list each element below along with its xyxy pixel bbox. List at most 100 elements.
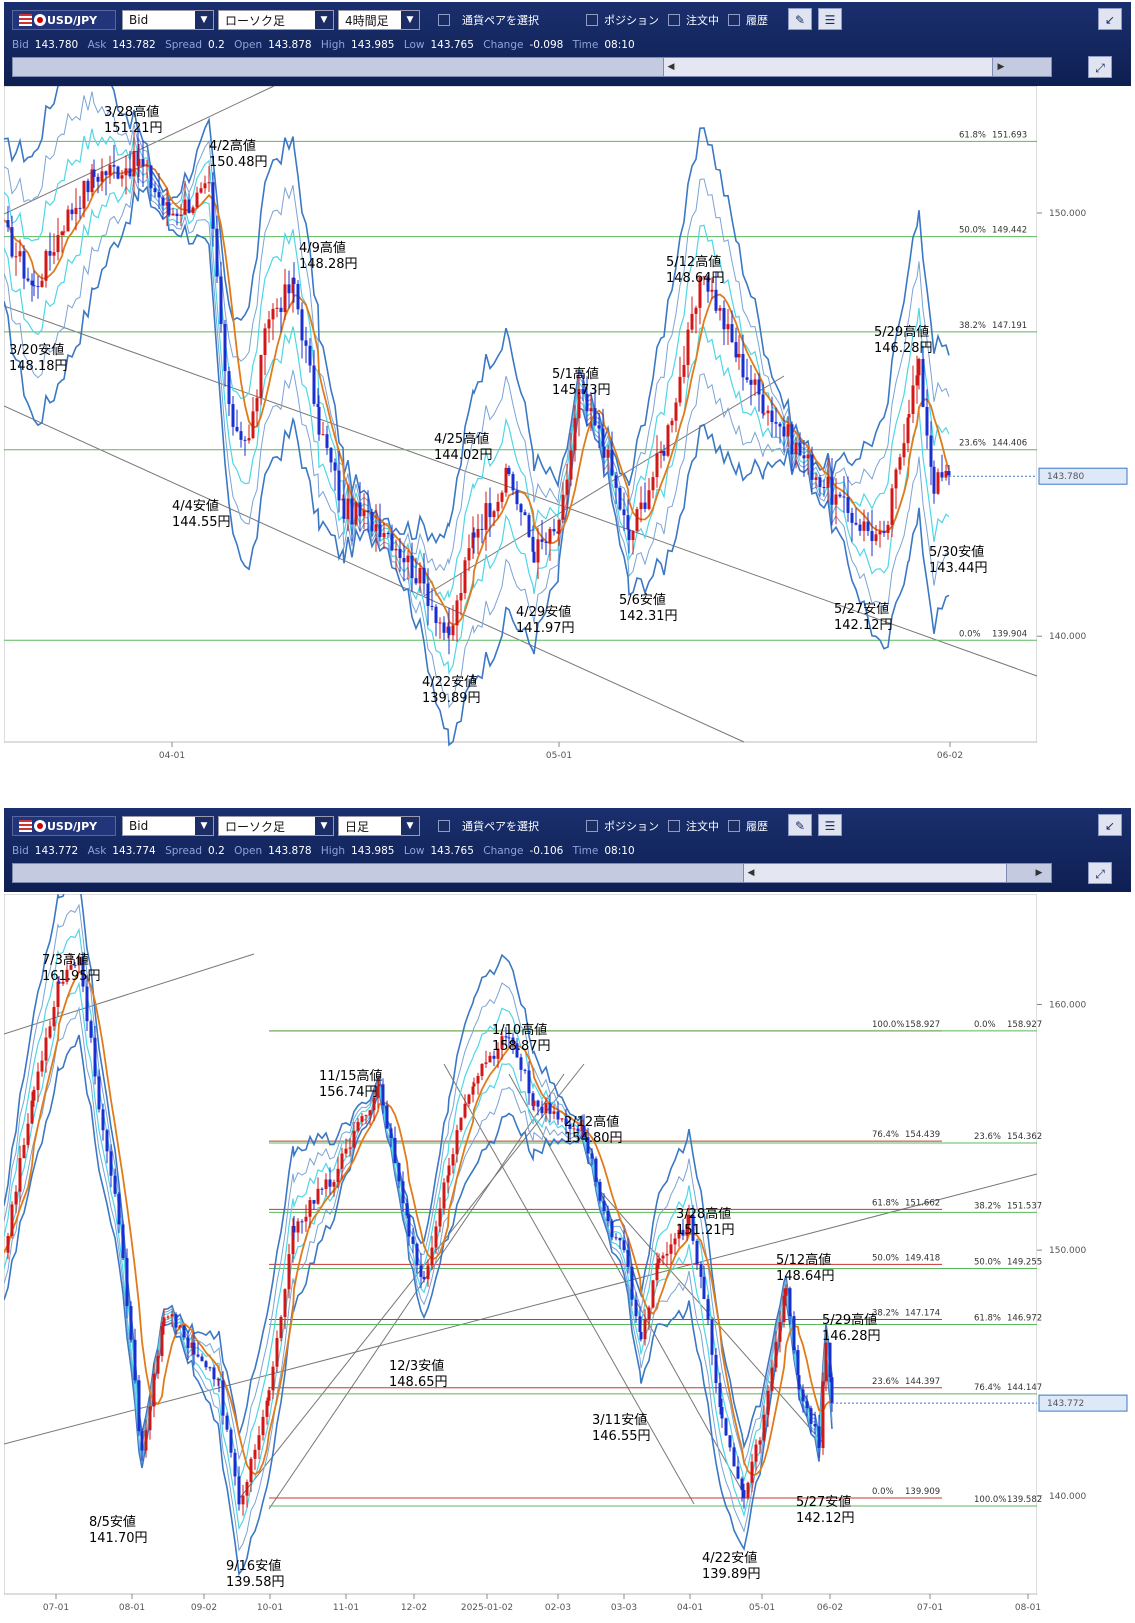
- annotation-price: 148.64円: [776, 1269, 835, 1284]
- candle-body: [798, 442, 802, 456]
- candle-body: [647, 490, 651, 509]
- candle-body: [149, 165, 153, 189]
- position-checkbox[interactable]: [586, 14, 598, 26]
- candle-body: [382, 533, 386, 538]
- candle-body: [354, 502, 358, 525]
- candle-body: [128, 168, 132, 177]
- drawing-tool-button[interactable]: ✎: [788, 8, 812, 30]
- candle-body: [569, 450, 573, 480]
- candle-body: [838, 494, 842, 497]
- timeframe-select[interactable]: 4時間足 ▼: [338, 10, 420, 30]
- candle-body: [316, 1188, 320, 1204]
- candle-body: [842, 496, 846, 498]
- candle-body: [90, 169, 94, 193]
- history-checkbox[interactable]: [728, 820, 740, 832]
- zoom-button[interactable]: ⤢: [1088, 56, 1112, 78]
- candle-body: [806, 454, 810, 459]
- candle-body: [6, 1236, 10, 1253]
- navigator-scrollbar[interactable]: ◀ ▶: [12, 57, 1052, 77]
- candle-body: [826, 476, 830, 488]
- candle-body: [581, 388, 585, 394]
- candle-body: [312, 365, 316, 404]
- candle-body: [192, 1342, 196, 1355]
- orders-checkbox[interactable]: [668, 14, 680, 26]
- pair-select-checkbox[interactable]: [438, 14, 450, 26]
- list-icon: ☰: [824, 819, 836, 833]
- candle-body: [279, 1316, 283, 1338]
- fibonacci-value-label: 154.362: [1007, 1132, 1042, 1142]
- candle-body: [724, 1418, 728, 1436]
- candle-body: [536, 1100, 540, 1107]
- candle-body: [828, 1342, 832, 1378]
- price-chart[interactable]: 150.000 140.000 04-01 05-01 06-02 61.8% 151.69…: [4, 86, 1131, 768]
- candle-body: [476, 528, 480, 538]
- navigator-window[interactable]: [663, 58, 993, 76]
- candle-body: [101, 1109, 105, 1131]
- settings-list-button[interactable]: ☰: [818, 8, 842, 30]
- price-type-select[interactable]: Bid ▼: [122, 10, 214, 30]
- timeframe-select[interactable]: 日足 ▼: [338, 816, 420, 836]
- drawing-tool-button[interactable]: ✎: [788, 814, 812, 836]
- candle-body: [507, 467, 511, 475]
- candle-body: [385, 1105, 389, 1129]
- candle-body: [389, 1128, 393, 1138]
- scroll-left-icon[interactable]: ◀: [667, 62, 675, 72]
- candle-body: [643, 1319, 647, 1340]
- candle-body: [488, 1055, 492, 1063]
- candle-body: [598, 1181, 602, 1201]
- candle-body: [655, 453, 659, 478]
- candle-body: [350, 498, 354, 525]
- fibonacci-percent-label: 76.4%: [872, 1130, 899, 1140]
- candle-body: [442, 622, 446, 633]
- collapse-button[interactable]: ↙: [1098, 8, 1122, 30]
- candle-body: [459, 1117, 463, 1131]
- chart-type-select[interactable]: ローソク足 ▼: [218, 10, 334, 30]
- annotation-price: 139.89円: [422, 691, 481, 706]
- candle-body: [249, 1458, 253, 1482]
- annotation-date: 12/3安値: [389, 1358, 444, 1374]
- annotation-date: 4/29安値: [516, 604, 571, 620]
- annotation-date: 3/20安値: [9, 342, 64, 358]
- orders-checkbox[interactable]: [668, 820, 680, 832]
- candle-body: [577, 388, 581, 419]
- pair-select-checkbox[interactable]: [438, 820, 450, 832]
- candle-body: [666, 425, 670, 456]
- candle-body: [531, 536, 535, 552]
- candle-body: [728, 1435, 732, 1448]
- currency-pair-selector[interactable]: USD/JPY: [12, 816, 116, 836]
- candle-body: [593, 408, 597, 426]
- candle-body: [56, 981, 60, 1008]
- position-checkbox[interactable]: [586, 820, 598, 832]
- candle-body: [70, 209, 74, 215]
- price-type-select[interactable]: Bid ▼: [122, 816, 214, 836]
- candle-body: [762, 1414, 766, 1441]
- zoom-icon: ⤢: [1095, 867, 1105, 881]
- scroll-right-icon[interactable]: ▶: [997, 62, 1005, 72]
- candle-body: [818, 477, 822, 488]
- annotation-price: 144.02円: [434, 448, 493, 463]
- candle-body: [344, 1148, 348, 1154]
- candle-body: [394, 548, 398, 551]
- price-chart[interactable]: 160.000 150.000 140.000 07-01 08-01 09-02 10-0…: [4, 894, 1131, 1616]
- scroll-right-icon[interactable]: ▶: [1035, 868, 1043, 878]
- candle-body: [221, 1380, 225, 1416]
- candle-body: [44, 251, 48, 281]
- fibonacci-value-label: 146.972: [1007, 1314, 1042, 1324]
- candle-body: [580, 1125, 584, 1132]
- candle-body: [732, 1447, 736, 1467]
- history-checkbox[interactable]: [728, 14, 740, 26]
- navigator-window[interactable]: [743, 864, 1007, 882]
- zoom-button[interactable]: ⤢: [1088, 862, 1112, 884]
- chart-type-select[interactable]: ローソク足 ▼: [218, 816, 334, 836]
- candle-body: [372, 1097, 376, 1111]
- candle-body: [766, 1390, 770, 1415]
- collapse-button[interactable]: ↙: [1098, 814, 1122, 836]
- scroll-left-icon[interactable]: ◀: [747, 868, 755, 878]
- candle-body: [430, 1247, 434, 1266]
- candle-body: [734, 342, 738, 358]
- candle-body: [370, 511, 374, 532]
- candle-body: [171, 213, 175, 216]
- navigator-scrollbar[interactable]: ◀ ▶: [12, 863, 1052, 883]
- settings-list-button[interactable]: ☰: [818, 814, 842, 836]
- currency-pair-selector[interactable]: USD/JPY: [12, 10, 116, 30]
